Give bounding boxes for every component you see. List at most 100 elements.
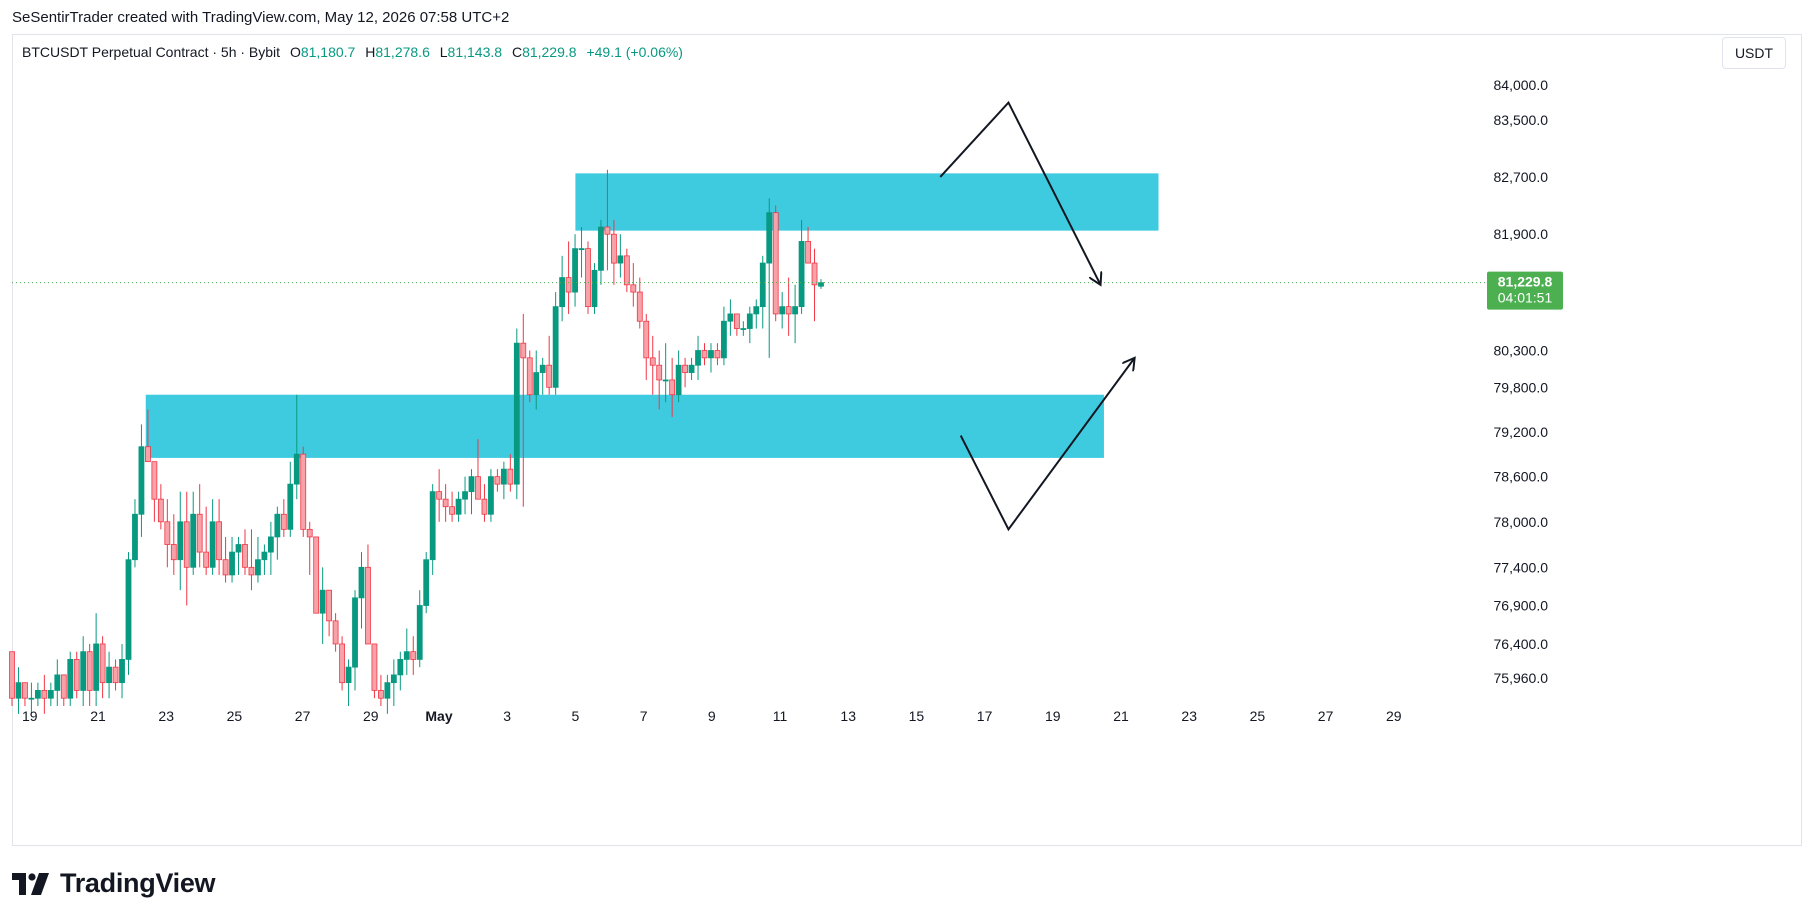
candle-body (449, 506, 455, 515)
candle-body (371, 643, 378, 691)
candle (772, 205, 779, 322)
candle-body (766, 212, 773, 264)
candle (164, 499, 171, 568)
support-zone[interactable] (145, 394, 1104, 458)
candle-body (656, 364, 663, 381)
candle-body (9, 651, 15, 699)
candle-body (500, 468, 507, 485)
candle (688, 357, 695, 380)
candle (733, 313, 740, 336)
candle (766, 198, 773, 358)
time-axis[interactable]: 19 21 23 25 27 29 May 3 5 7 9 11 13 15 17 19 21 23 25 27 29 (22, 708, 1402, 724)
candle (604, 169, 611, 271)
candle (811, 248, 818, 322)
candle-body (222, 559, 229, 576)
candle-body (546, 364, 553, 388)
candle-body (733, 313, 740, 329)
time-tick-label: 7 (640, 708, 648, 724)
price-tick-label: 80,300.0 (1494, 343, 1549, 359)
candle (552, 292, 559, 395)
candle-body (248, 566, 255, 576)
candle (656, 350, 663, 410)
candle (384, 674, 391, 714)
candle-body (643, 320, 650, 359)
candle (682, 357, 688, 388)
candle-body (106, 666, 112, 684)
candle-body (494, 476, 501, 485)
candle-body (598, 226, 604, 271)
time-tick-label: 13 (840, 708, 856, 724)
candle (41, 674, 48, 714)
bullish-path-arrow[interactable] (959, 358, 1135, 532)
candle-body (99, 643, 106, 684)
candle (643, 313, 650, 380)
candle-body (209, 521, 216, 568)
price-axis[interactable]: 84,000.0 83,500.0 82,700.0 81,900.0 80,300.0… (1494, 77, 1549, 686)
time-tick-label: 21 (90, 708, 106, 724)
candle-body (436, 491, 443, 500)
candle (578, 227, 585, 278)
candle (54, 659, 61, 707)
symbol-info[interactable]: BTCUSDT Perpetual Contract · 5h · Bybit (22, 44, 281, 60)
candle (28, 682, 35, 714)
candle-body (520, 342, 527, 359)
candle (436, 469, 443, 522)
candle-body (300, 453, 307, 530)
candle-body (196, 513, 203, 553)
candle (572, 234, 578, 307)
candle (727, 299, 734, 336)
candle (455, 491, 462, 522)
candle-body (326, 589, 333, 622)
candle (565, 241, 572, 314)
resistance-zone[interactable] (575, 173, 1159, 231)
high-value: 81,278.6 (375, 44, 430, 60)
bearish-path-arrow[interactable] (939, 100, 1100, 285)
candle (248, 529, 255, 591)
tradingview-logo[interactable]: TradingView (12, 868, 216, 899)
candles-layer (9, 169, 824, 714)
candle-body (526, 357, 533, 396)
candle-body (740, 328, 747, 330)
time-tick-label: 23 (1181, 708, 1197, 724)
candle-body (610, 233, 617, 264)
candle (714, 343, 721, 366)
candle (475, 439, 481, 500)
candle-body (151, 461, 158, 500)
last-price-badge: 81,229.8 04:01:51 (1487, 271, 1563, 310)
time-tick-label: 21 (1113, 708, 1129, 724)
last-price-value: 81,229.8 (1498, 274, 1553, 290)
candle-body (746, 313, 753, 329)
candle (410, 636, 417, 675)
candle (598, 219, 604, 285)
candle-body (145, 446, 151, 463)
candle (798, 219, 805, 314)
candle (203, 506, 210, 575)
candle (67, 651, 74, 707)
time-tick-label: 5 (572, 708, 580, 724)
candle (397, 651, 404, 691)
candle (591, 263, 598, 314)
candle (119, 643, 125, 699)
candle (73, 651, 80, 699)
candle (235, 536, 242, 575)
candle-body (280, 513, 287, 530)
candle-body (119, 659, 125, 684)
candle-body (455, 498, 462, 515)
candle-body (67, 659, 74, 699)
candle-body (721, 320, 727, 359)
currency-unit-button[interactable]: USDT (1722, 37, 1786, 69)
candle (80, 636, 87, 707)
candle-body (390, 674, 397, 684)
candle-body (34, 690, 41, 699)
candle (99, 636, 106, 699)
candle-body (475, 476, 481, 500)
time-tick-label: 11 (773, 708, 788, 724)
candle-body (345, 666, 352, 684)
candle-body (157, 498, 164, 523)
open-label: O (289, 44, 301, 60)
candle (86, 643, 93, 707)
candle-body (54, 674, 61, 691)
candle (585, 241, 591, 314)
candle-body (287, 483, 294, 530)
